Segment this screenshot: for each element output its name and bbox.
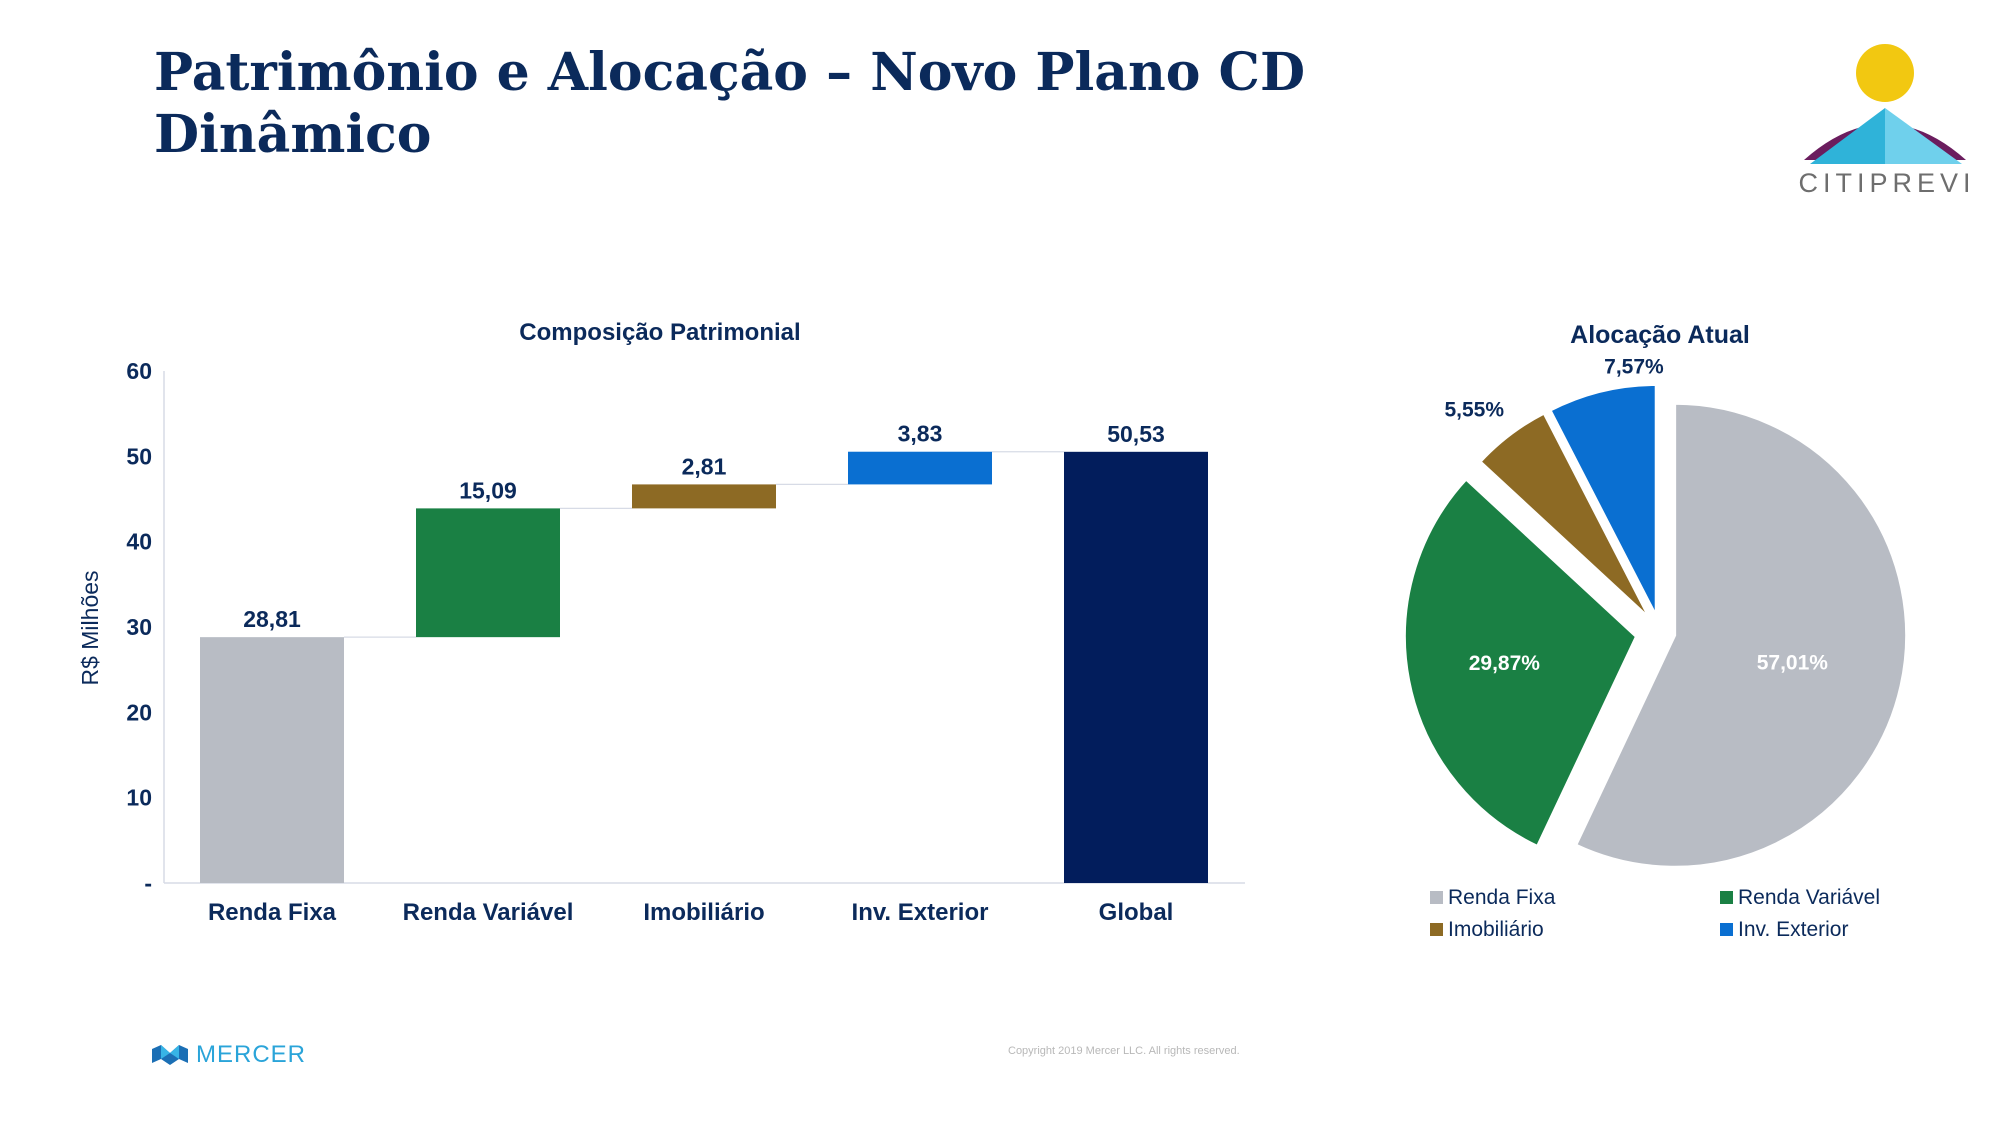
pie-legend-swatch	[1430, 891, 1443, 904]
footer-brand-text: MERCER	[196, 1041, 307, 1068]
slide-title-line2: Dinâmico	[154, 104, 432, 165]
waterfall-category-label: Renda Fixa	[208, 899, 337, 926]
pie-legend-label: Inv. Exterior	[1738, 918, 1848, 941]
waterfall-bar	[1064, 451, 1208, 883]
pie-slice	[1547, 382, 1658, 618]
slide-title-line1: Patrimônio e Alocação – Novo Plano CD	[154, 42, 1306, 103]
citiprevi-logo: CITIPREVI	[1798, 44, 1970, 198]
pie-slice	[1573, 401, 1909, 869]
pie-legend-label: Renda Variável	[1738, 886, 1880, 909]
waterfall-data-label: 3,83	[898, 421, 943, 447]
pie-data-label: 29,87%	[1469, 652, 1541, 675]
waterfall-ytick-label: -	[144, 870, 152, 896]
pie-slice	[1402, 476, 1639, 849]
waterfall-bar	[632, 484, 776, 509]
waterfall-ytick-label: 20	[126, 699, 152, 725]
logo-wordmark: CITIPREVI	[1798, 168, 1970, 198]
pie-slice	[1477, 410, 1652, 621]
pie-legend-swatch	[1430, 923, 1443, 936]
waterfall-category-label: Renda Variável	[403, 899, 574, 926]
pie-title: Alocação Atual	[1570, 321, 1750, 349]
waterfall-category-label: Global	[1099, 899, 1174, 926]
pie-legend-label: Imobiliário	[1448, 918, 1544, 941]
waterfall-ytick-label: 50	[126, 443, 152, 469]
waterfall-data-label: 28,81	[243, 606, 301, 632]
waterfall-ytick-label: 40	[126, 529, 152, 555]
mercer-logo-icon	[152, 1045, 188, 1065]
waterfall-category-label: Inv. Exterior	[852, 899, 989, 926]
waterfall-ytick-label: 10	[126, 785, 152, 811]
pie-legend-swatch	[1720, 891, 1733, 904]
logo-sky-right	[1885, 108, 1962, 164]
waterfall-ylabel: R$ Milhões	[77, 570, 103, 685]
footer-brand: MERCER	[152, 1040, 306, 1070]
slide-title: Patrimônio e Alocação – Novo Plano CD Di…	[154, 42, 1354, 166]
waterfall-bar	[416, 508, 560, 638]
logo-sun-icon	[1856, 44, 1914, 102]
waterfall-ytick-label: 60	[126, 358, 152, 384]
waterfall-data-label: 50,53	[1107, 421, 1165, 447]
waterfall-bar	[200, 637, 344, 883]
waterfall-data-label: 15,09	[459, 477, 517, 503]
pie-legend-swatch	[1720, 923, 1733, 936]
pie-data-label: 7,57%	[1604, 355, 1664, 378]
logo-sky-left	[1810, 108, 1885, 164]
waterfall-bar	[848, 451, 992, 485]
waterfall-category-label: Imobiliário	[643, 899, 764, 926]
waterfall-data-label: 2,81	[682, 453, 727, 479]
waterfall-ytick-label: 30	[126, 614, 152, 640]
pie-data-label: 57,01%	[1757, 652, 1829, 675]
pie-data-label: 5,55%	[1444, 399, 1504, 422]
pie-legend-label: Renda Fixa	[1448, 886, 1556, 909]
waterfall-title: Composição Patrimonial	[519, 319, 800, 346]
copyright-text: Copyright 2019 Mercer LLC. All rights re…	[1008, 1045, 1240, 1057]
